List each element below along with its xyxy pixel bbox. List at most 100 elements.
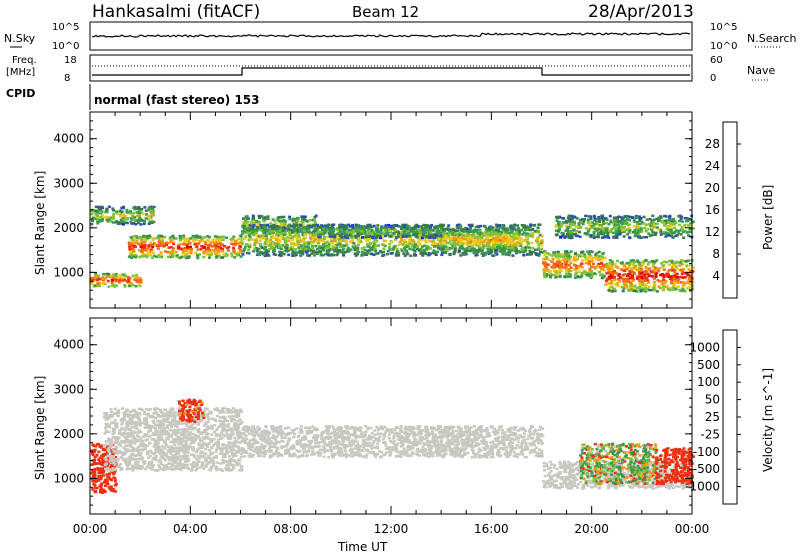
velocity-cell (98, 474, 102, 478)
power-cell (521, 246, 525, 249)
power-cell (255, 250, 259, 253)
power-cell (608, 214, 612, 218)
velocity-cell (92, 444, 96, 447)
power-cell (239, 255, 243, 258)
power-cell (583, 217, 586, 221)
power-cell (655, 222, 659, 225)
power-cell (507, 243, 511, 246)
power-cell (296, 219, 299, 222)
power-cell (495, 236, 499, 239)
velocity-cell (235, 425, 238, 428)
power-cell (671, 274, 675, 278)
power-cell (334, 247, 338, 251)
power-cell (282, 215, 286, 219)
power-cell (630, 268, 634, 271)
power-cell (270, 230, 274, 233)
power-cell (449, 228, 453, 231)
velocity-cell (101, 448, 105, 452)
power-cell (286, 239, 290, 243)
power-cell (203, 250, 206, 253)
power-cell (278, 240, 282, 244)
power-cell (475, 251, 479, 255)
power-cell (244, 235, 248, 238)
velocity-cell (162, 453, 166, 456)
power-cell (298, 230, 302, 233)
power-cell (618, 276, 622, 279)
power-cell (613, 289, 617, 293)
power-cell (558, 228, 561, 231)
date-title: 28/Apr/2013 (588, 2, 694, 22)
power-cell (651, 288, 655, 291)
power-cell (674, 265, 678, 268)
power-cell (507, 238, 511, 241)
power-cell (387, 223, 391, 227)
power-cell (676, 276, 680, 279)
velocity-cell (113, 484, 117, 487)
power-cell (640, 279, 644, 283)
power-cell (486, 244, 490, 247)
power-cell (266, 238, 270, 242)
power-cell (262, 231, 266, 234)
power-cell (345, 233, 348, 236)
power-cell (536, 237, 539, 240)
power-cell (686, 219, 690, 222)
power-cell (309, 237, 313, 241)
power-cell (139, 210, 143, 213)
power-cell (473, 242, 477, 245)
power-cell (365, 243, 369, 246)
power-cell (666, 225, 670, 229)
power-cell (669, 277, 672, 281)
power-cell (366, 230, 369, 233)
power-cell (672, 283, 676, 287)
velocity-cell (92, 450, 96, 453)
power-cell (602, 227, 606, 230)
velocity-cell (173, 414, 177, 417)
velocity-cell (218, 411, 222, 415)
power-cell (632, 266, 636, 269)
power-cell (98, 218, 102, 222)
power-cell (554, 265, 558, 268)
power-cell (409, 236, 412, 239)
power-cell (651, 260, 655, 263)
power-cell (330, 225, 334, 229)
power-cell (670, 259, 674, 263)
velocity-cell (91, 452, 94, 455)
velocity-cell (218, 409, 222, 413)
power-cell (601, 218, 605, 222)
power-cell (142, 222, 146, 225)
power-cell (667, 273, 670, 277)
power-cell (615, 236, 619, 239)
power-cell (676, 285, 680, 288)
power-cell (356, 234, 360, 237)
power-cell (420, 236, 424, 240)
nsky-tick-top: 10^5 (52, 22, 79, 33)
power-cell (643, 279, 647, 282)
power-cell (593, 216, 597, 219)
power-cell (422, 233, 426, 237)
freq-panel (89, 54, 693, 82)
power-cell (662, 260, 666, 263)
power-cell (147, 234, 151, 238)
power-cell (129, 217, 133, 220)
power-cell (335, 253, 339, 257)
power-cell (559, 236, 563, 239)
power-cell (456, 223, 460, 227)
power-cell (662, 275, 666, 278)
power-cell (108, 216, 112, 220)
power-cell (600, 268, 603, 271)
power-cell (652, 277, 656, 280)
power-cell (388, 226, 392, 229)
power-cell (650, 221, 654, 225)
power-cell (628, 286, 632, 289)
power-cell (210, 250, 214, 254)
power-cell (383, 232, 387, 235)
power-cell (495, 253, 499, 256)
power-cell (215, 238, 219, 242)
power-cell (538, 233, 542, 237)
power-cell (427, 238, 431, 241)
power-cell (425, 233, 429, 237)
power-cell (610, 279, 613, 283)
power-cell (605, 278, 609, 281)
power-cell (533, 248, 537, 252)
power-cell (520, 224, 524, 227)
